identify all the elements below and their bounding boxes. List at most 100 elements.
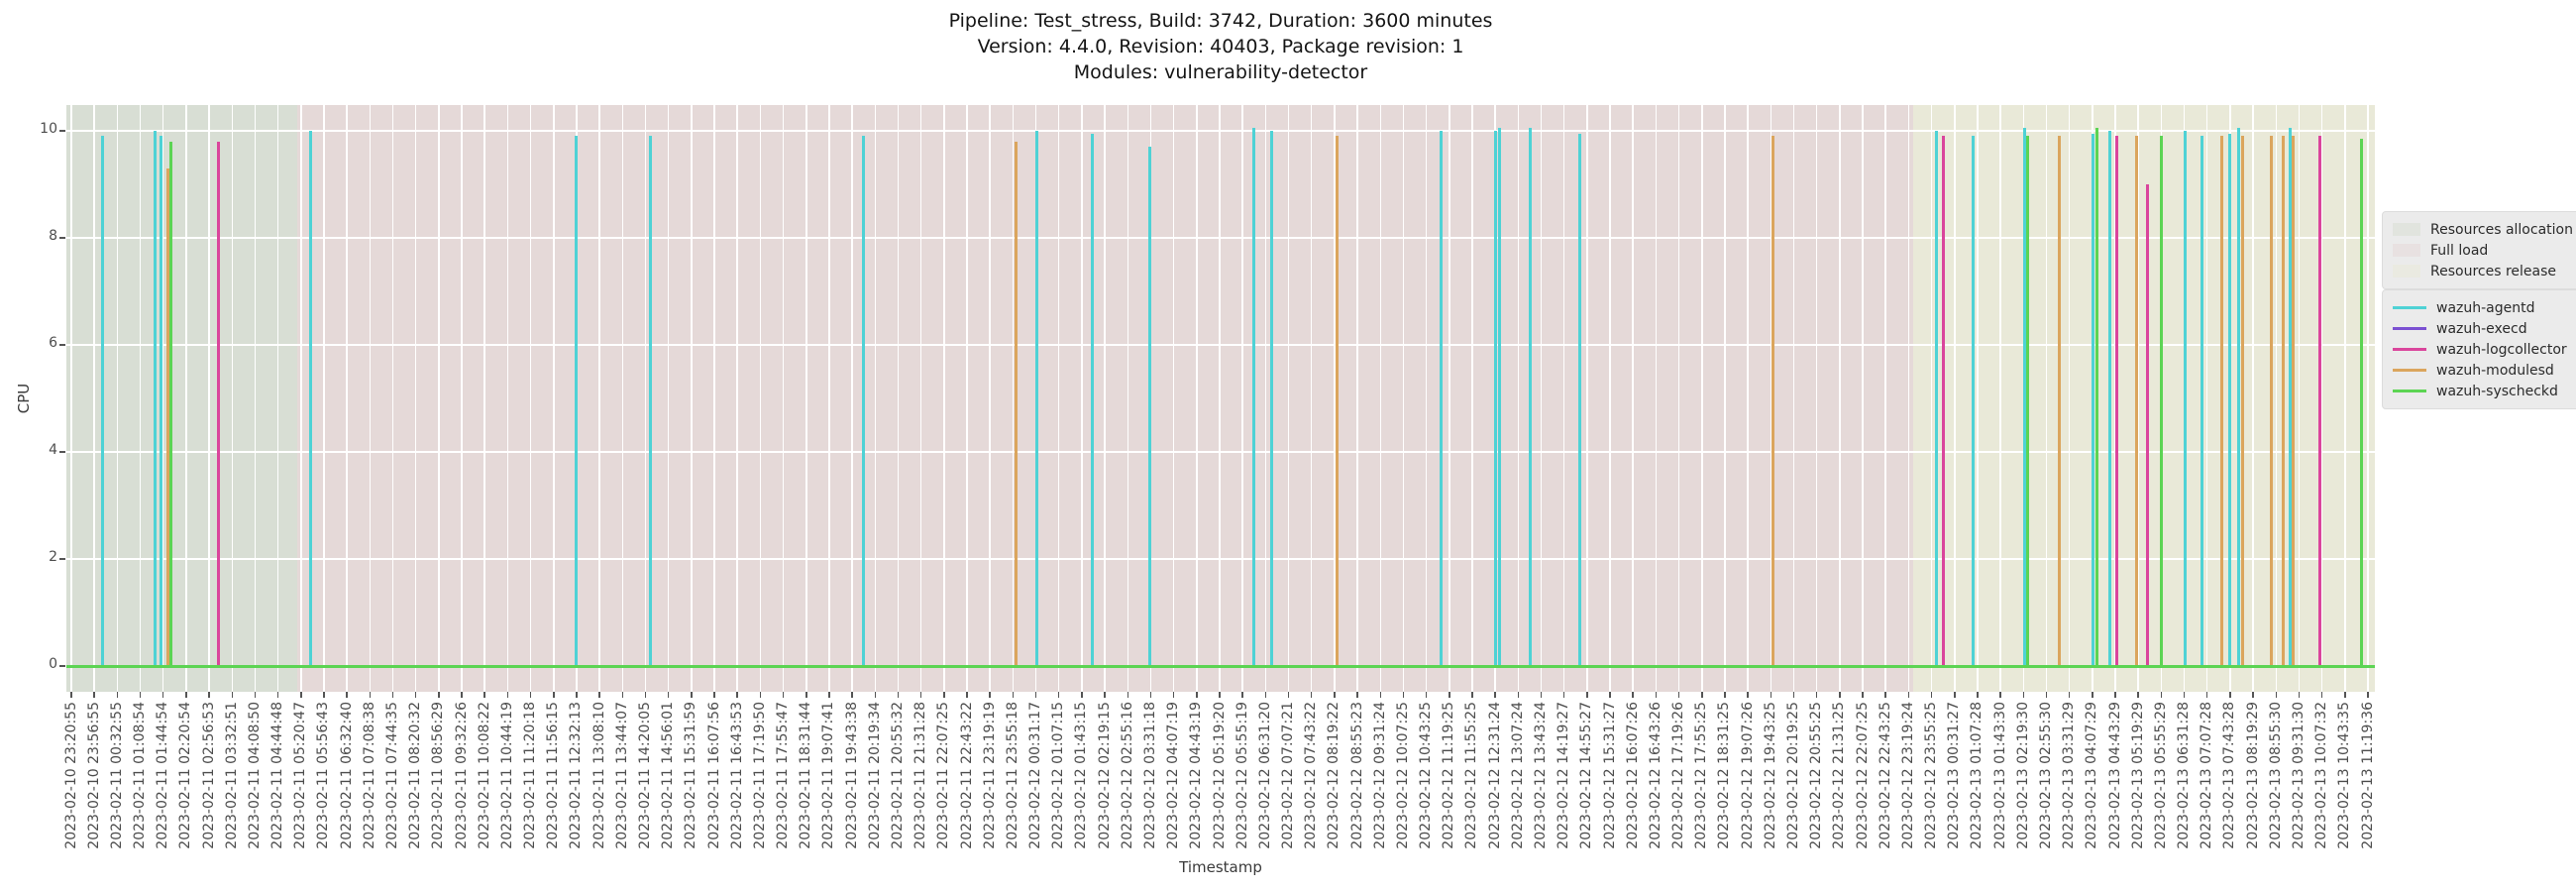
x-tick-label-text: 2023-02-11 23:19:19 xyxy=(981,702,998,849)
x-gridline xyxy=(805,105,807,692)
x-tick-mark xyxy=(851,692,853,698)
x-tick-mark xyxy=(139,692,142,698)
x-tick-label-text: 2023-02-12 11:19:25 xyxy=(1441,702,1457,849)
legend-item-full-load: Full load xyxy=(2393,240,2573,261)
x-tick-mark xyxy=(2229,692,2231,698)
x-tick-label-text: 2023-02-13 02:19:30 xyxy=(2014,702,2031,849)
x-tick-mark xyxy=(2344,692,2346,698)
x-tick-label-text: 2023-02-11 20:55:32 xyxy=(889,702,906,849)
x-tick-mark xyxy=(231,692,233,698)
x-tick-mark xyxy=(1724,692,1726,698)
x-gridline xyxy=(1310,105,1313,692)
x-tick-label-text: 2023-02-12 20:55:25 xyxy=(1808,702,1825,849)
legend-label: wazuh-modulesd xyxy=(2436,362,2554,379)
x-gridline xyxy=(1747,105,1749,692)
legend-item-wazuh-modulesd: wazuh-modulesd xyxy=(2393,360,2567,381)
x-tick-label-text: 2023-02-11 08:56:29 xyxy=(430,702,447,849)
x-gridline xyxy=(966,105,968,692)
legend-swatch-resources-allocation xyxy=(2393,223,2420,236)
chart-title-line-2: Version: 4.4.0, Revision: 40403, Package… xyxy=(977,36,1464,57)
legend-swatch-resources-release xyxy=(2393,265,2420,278)
x-tick-mark xyxy=(391,692,394,698)
y-axis-label: CPU xyxy=(15,383,33,414)
phase-band-resources-release xyxy=(1913,105,2375,692)
spike-wazuh-agentd xyxy=(100,136,104,666)
spike-wazuh-agentd xyxy=(1971,136,1975,666)
x-tick-label-text: 2023-02-11 03:32:51 xyxy=(223,702,240,849)
x-tick-mark xyxy=(576,692,578,698)
x-tick-mark xyxy=(782,692,785,698)
spike-wazuh-agentd xyxy=(2184,131,2188,666)
x-tick-label-text: 2023-02-11 12:32:13 xyxy=(568,702,585,849)
x-tick-mark xyxy=(276,692,279,698)
x-tick-label-text: 2023-02-13 04:43:29 xyxy=(2106,702,2123,849)
x-gridline xyxy=(1287,105,1290,692)
x-gridline xyxy=(1677,105,1680,692)
x-tick-mark xyxy=(2183,692,2186,698)
spike-wazuh-agentd xyxy=(160,136,163,666)
spike-wazuh-modulesd xyxy=(2058,136,2062,666)
x-tick-mark xyxy=(2114,692,2116,698)
x-tick-label: 2023-02-13 11:19:36 xyxy=(2360,699,2508,849)
x-tick-mark xyxy=(1310,692,1313,698)
spike-wazuh-agentd xyxy=(1935,131,1939,666)
x-tick-label-text: 2023-02-11 20:19:34 xyxy=(866,702,883,849)
x-tick-mark xyxy=(1862,692,1864,698)
x-tick-label-text: 2023-02-12 23:19:24 xyxy=(1899,702,1916,849)
x-tick-mark xyxy=(529,692,532,698)
x-tick-mark xyxy=(1057,692,1060,698)
legend-label: wazuh-agentd xyxy=(2436,299,2535,316)
x-tick-label-text: 2023-02-12 06:31:20 xyxy=(1256,702,1273,849)
x-tick-label-text: 2023-02-11 10:44:19 xyxy=(498,702,515,849)
x-tick-mark xyxy=(943,692,945,698)
x-tick-mark xyxy=(346,692,348,698)
x-tick-mark xyxy=(93,692,95,698)
spike-wazuh-agentd xyxy=(2022,128,2026,666)
spike-wazuh-agentd xyxy=(1494,131,1498,666)
spike-wazuh-modulesd xyxy=(2292,136,2296,666)
x-tick-label-text: 2023-02-12 03:31:18 xyxy=(1141,702,1158,849)
x-gridline xyxy=(1127,105,1129,692)
x-tick-label-text: 2023-02-11 13:44:07 xyxy=(613,702,630,849)
x-gridline xyxy=(2205,105,2208,692)
x-tick-label-text: 2023-02-12 19:07:26 xyxy=(1739,702,1756,849)
x-gridline xyxy=(1655,105,1658,692)
x-gridline xyxy=(1609,105,1611,692)
x-tick-mark xyxy=(70,692,72,698)
y-tick-mark xyxy=(59,130,65,132)
x-gridline xyxy=(1770,105,1772,692)
x-tick-label-text: 2023-02-11 19:07:41 xyxy=(820,702,837,849)
x-gridline xyxy=(713,105,715,692)
x-tick-label-text: 2023-02-12 05:55:19 xyxy=(1234,702,1250,849)
x-tick-mark xyxy=(1655,692,1658,698)
x-gridline xyxy=(254,105,257,692)
x-tick-mark xyxy=(1677,692,1680,698)
x-tick-mark xyxy=(1632,692,1634,698)
y-tick-label: 8 xyxy=(49,228,57,244)
x-tick-label-text: 2023-02-13 00:31:27 xyxy=(1946,702,1963,849)
x-gridline xyxy=(1449,105,1450,692)
x-tick-label-text: 2023-02-12 07:43:22 xyxy=(1303,702,1320,849)
spike-wazuh-logcollector xyxy=(216,141,220,666)
x-gridline xyxy=(70,105,72,692)
x-gridline xyxy=(346,105,348,692)
x-tick-mark xyxy=(414,692,417,698)
x-tick-mark xyxy=(644,692,647,698)
y-tick-label: 10 xyxy=(40,121,57,137)
x-tick-label-text: 2023-02-12 01:07:15 xyxy=(1050,702,1067,849)
x-gridline xyxy=(851,105,853,692)
x-gridline xyxy=(2298,105,2301,692)
x-gridline xyxy=(1862,105,1864,692)
legend-label: Resources release xyxy=(2430,263,2556,279)
x-gridline xyxy=(1196,105,1198,692)
x-tick-label-text: 2023-02-10 23:20:55 xyxy=(62,702,79,849)
x-tick-mark xyxy=(300,692,302,698)
x-tick-label-text: 2023-02-11 22:43:22 xyxy=(958,702,975,849)
x-tick-mark xyxy=(461,692,463,698)
x-tick-label-text: 2023-02-11 04:08:50 xyxy=(246,702,263,849)
x-tick-mark xyxy=(966,692,968,698)
x-tick-mark xyxy=(1609,692,1611,698)
legend-item-resources-allocation: Resources allocation xyxy=(2393,219,2573,240)
x-tick-label-text: 2023-02-11 10:08:22 xyxy=(476,702,492,849)
y-gridline xyxy=(66,130,2375,132)
